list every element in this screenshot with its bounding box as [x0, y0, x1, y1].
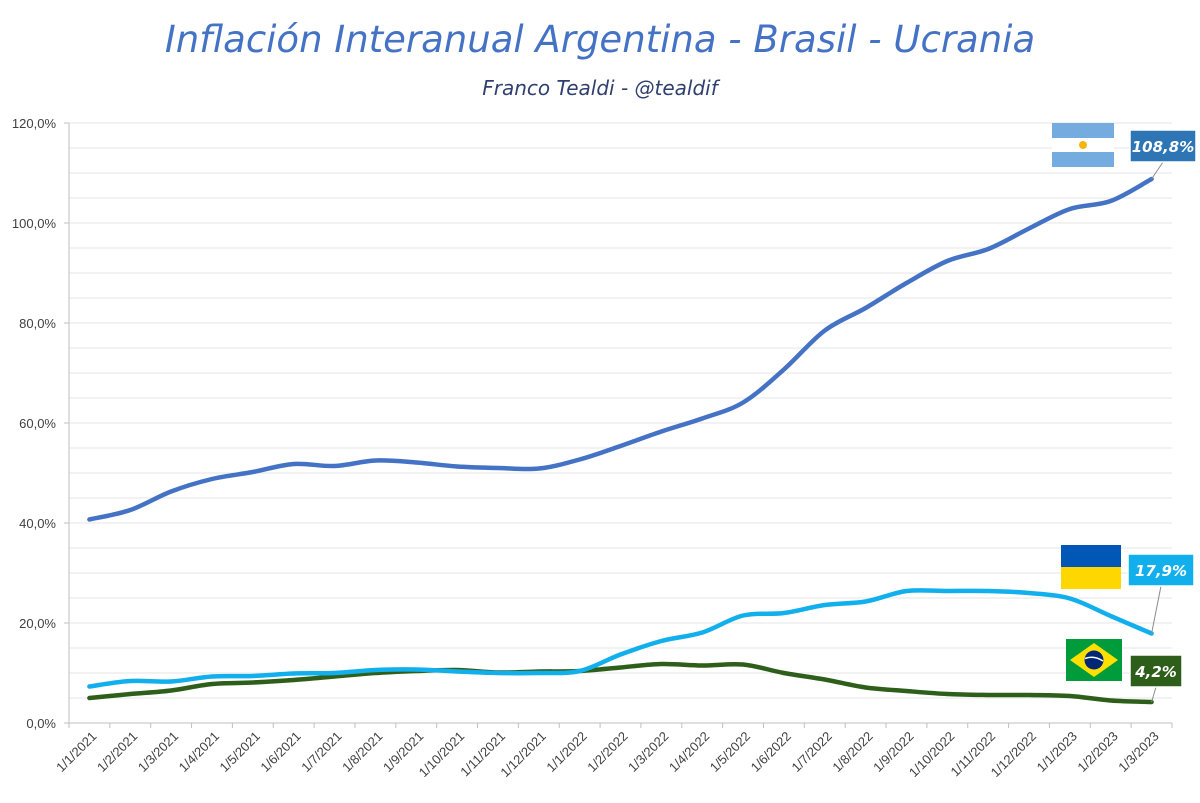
label-leader-line [1151, 161, 1164, 180]
y-tick-label: 120,0% [12, 116, 57, 131]
grid-lines [69, 122, 1172, 699]
ukraine-flag-icon [1061, 545, 1121, 589]
x-tick-label: 1/6/2022 [748, 729, 794, 775]
x-tick-label: 1/5/2022 [707, 729, 753, 775]
y-tick-label: 100,0% [12, 216, 57, 231]
chart-subtitle: Franco Tealdi - @tealdif [482, 76, 718, 100]
x-tick-label: 1/8/2021 [339, 729, 385, 775]
x-tick-label: 1/3/2022 [625, 729, 671, 775]
y-tick-label: 60,0% [19, 416, 56, 431]
x-tick-label: 1/1/2023 [1034, 729, 1080, 775]
y-tick-label: 80,0% [19, 316, 56, 331]
brazil-flag-icon [1066, 639, 1122, 681]
x-tick-label: 1/1/2022 [543, 729, 589, 775]
end-label-text: 17,9% [1135, 562, 1187, 580]
series-line-argentina [87, 176, 1154, 522]
x-tick-label: 1/3/2021 [135, 729, 181, 775]
y-tick-label: 0,0% [26, 716, 56, 731]
y-tick-label: 40,0% [19, 516, 56, 531]
series-lines [87, 176, 1154, 705]
end-label-box [1129, 129, 1197, 163]
end-label-box [1129, 654, 1183, 688]
label-leader-line [1151, 686, 1157, 703]
label-leader-line [1151, 585, 1162, 634]
y-tick-label: 20,0% [19, 616, 56, 631]
x-tick-label: 1/7/2021 [298, 729, 344, 775]
y-axis: 0,0% 20,0% 40,0% 60,0% 80,0% 100,0% 120,0% [12, 116, 70, 731]
x-tick-label: 1/1/2021 [53, 729, 99, 775]
x-tick-label: 1/8/2022 [829, 729, 875, 775]
end-label-box [1127, 553, 1195, 587]
x-tick-label: 1/4/2021 [176, 729, 222, 775]
x-axis: 1/1/20211/2/20211/3/20211/4/20211/5/2021… [53, 722, 1173, 780]
x-tick-label: 1/6/2021 [257, 729, 303, 775]
end-label-text: 4,2% [1134, 663, 1177, 681]
x-tick-label: 1/5/2021 [217, 729, 263, 775]
series-line-ucrania [87, 588, 1154, 689]
x-tick-label: 1/7/2022 [788, 729, 834, 775]
flags [1052, 123, 1122, 681]
x-tick-label: 1/2/2022 [584, 729, 630, 775]
end-label-text: 108,8% [1132, 138, 1194, 156]
chart-title: Inflación Interanual Argentina - Brasil … [164, 18, 1036, 61]
x-tick-label: 1/2/2023 [1074, 729, 1120, 775]
x-tick-label: 1/2/2021 [94, 729, 140, 775]
argentina-flag-icon [1052, 123, 1114, 167]
x-tick-label: 1/3/2023 [1115, 729, 1161, 775]
x-tick-label: 1/4/2022 [666, 729, 712, 775]
series-line-brasil [87, 661, 1154, 705]
end-labels: 108,8% 17,9% 4,2% [1127, 129, 1197, 703]
